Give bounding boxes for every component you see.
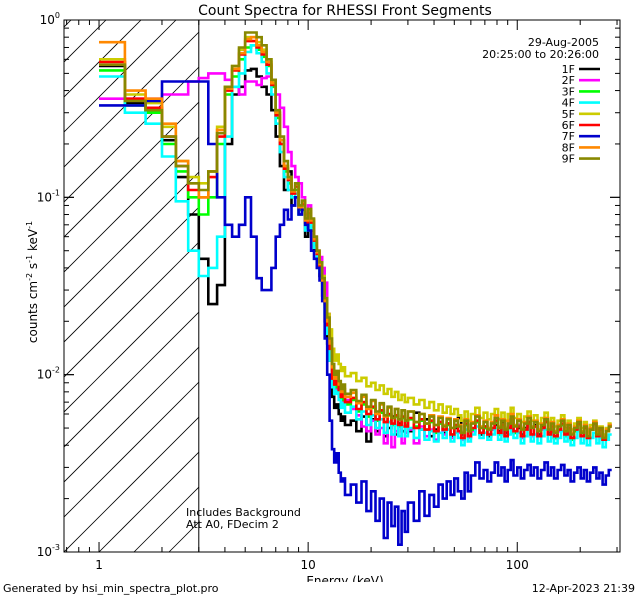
- annotation-background: Includes Background: [186, 506, 301, 519]
- hatch-line: [624, 20, 640, 552]
- x-tick-label: 10: [300, 558, 315, 572]
- y-tick-label: 10-1: [37, 188, 60, 204]
- x-tick-labels: 1 10 100: [95, 558, 528, 572]
- annotation-attenuator: Att A0, FDecim 2: [186, 518, 279, 531]
- x-axis-label: Energy (keV): [306, 574, 383, 582]
- y-axis-label: counts cm-2 s-1 keV-1: [25, 221, 40, 343]
- spectra-chart: Count Spectra for RHESSI Front Segments …: [0, 3, 640, 582]
- legend-label-1F: 1F: [562, 63, 575, 76]
- legend-label-9F: 9F: [562, 153, 575, 166]
- plot-frame: [63, 19, 621, 553]
- legend-label-7F: 7F: [562, 130, 575, 143]
- excluded-region-hatch: [0, 20, 640, 552]
- y-tick-label: 10-2: [37, 366, 60, 382]
- x-tick-label: 1: [95, 558, 103, 572]
- time-range-label: 20:25:00 to 20:26:00: [482, 48, 599, 61]
- hatch-line: [0, 20, 1, 552]
- y-tick-label: 100: [40, 11, 60, 27]
- date-label: 29-Aug-2005: [528, 36, 599, 49]
- legend-label-8F: 8F: [562, 141, 575, 154]
- legend-label-6F: 6F: [562, 119, 575, 132]
- axis-ticks: [64, 19, 620, 553]
- hatch-line: [64, 20, 177, 133]
- legend-label-4F: 4F: [562, 97, 575, 110]
- x-tick-label: 100: [506, 558, 529, 572]
- render-timestamp: 12-Apr-2023 21:39: [531, 582, 635, 595]
- legend-label-5F: 5F: [562, 108, 575, 121]
- y-tick-label: 10-3: [37, 543, 60, 559]
- legend-label-2F: 2F: [562, 74, 575, 87]
- legend-label-3F: 3F: [562, 85, 575, 98]
- series-line-9F: [99, 31, 612, 440]
- generator-note: Generated by hsi_min_spectra_plot.pro: [3, 582, 219, 595]
- hatch-line: [64, 20, 107, 63]
- hatch-line: [64, 20, 282, 238]
- series-line-7F: [99, 80, 612, 546]
- y-tick-labels: 10-3 10-2 10-1 100: [37, 11, 60, 559]
- hatch-line: [64, 20, 212, 168]
- hatch-mask: [198, 20, 620, 552]
- series-line-4F: [99, 44, 612, 449]
- chart-title: Count Spectra for RHESSI Front Segments: [198, 3, 492, 19]
- series-layer: [99, 31, 612, 546]
